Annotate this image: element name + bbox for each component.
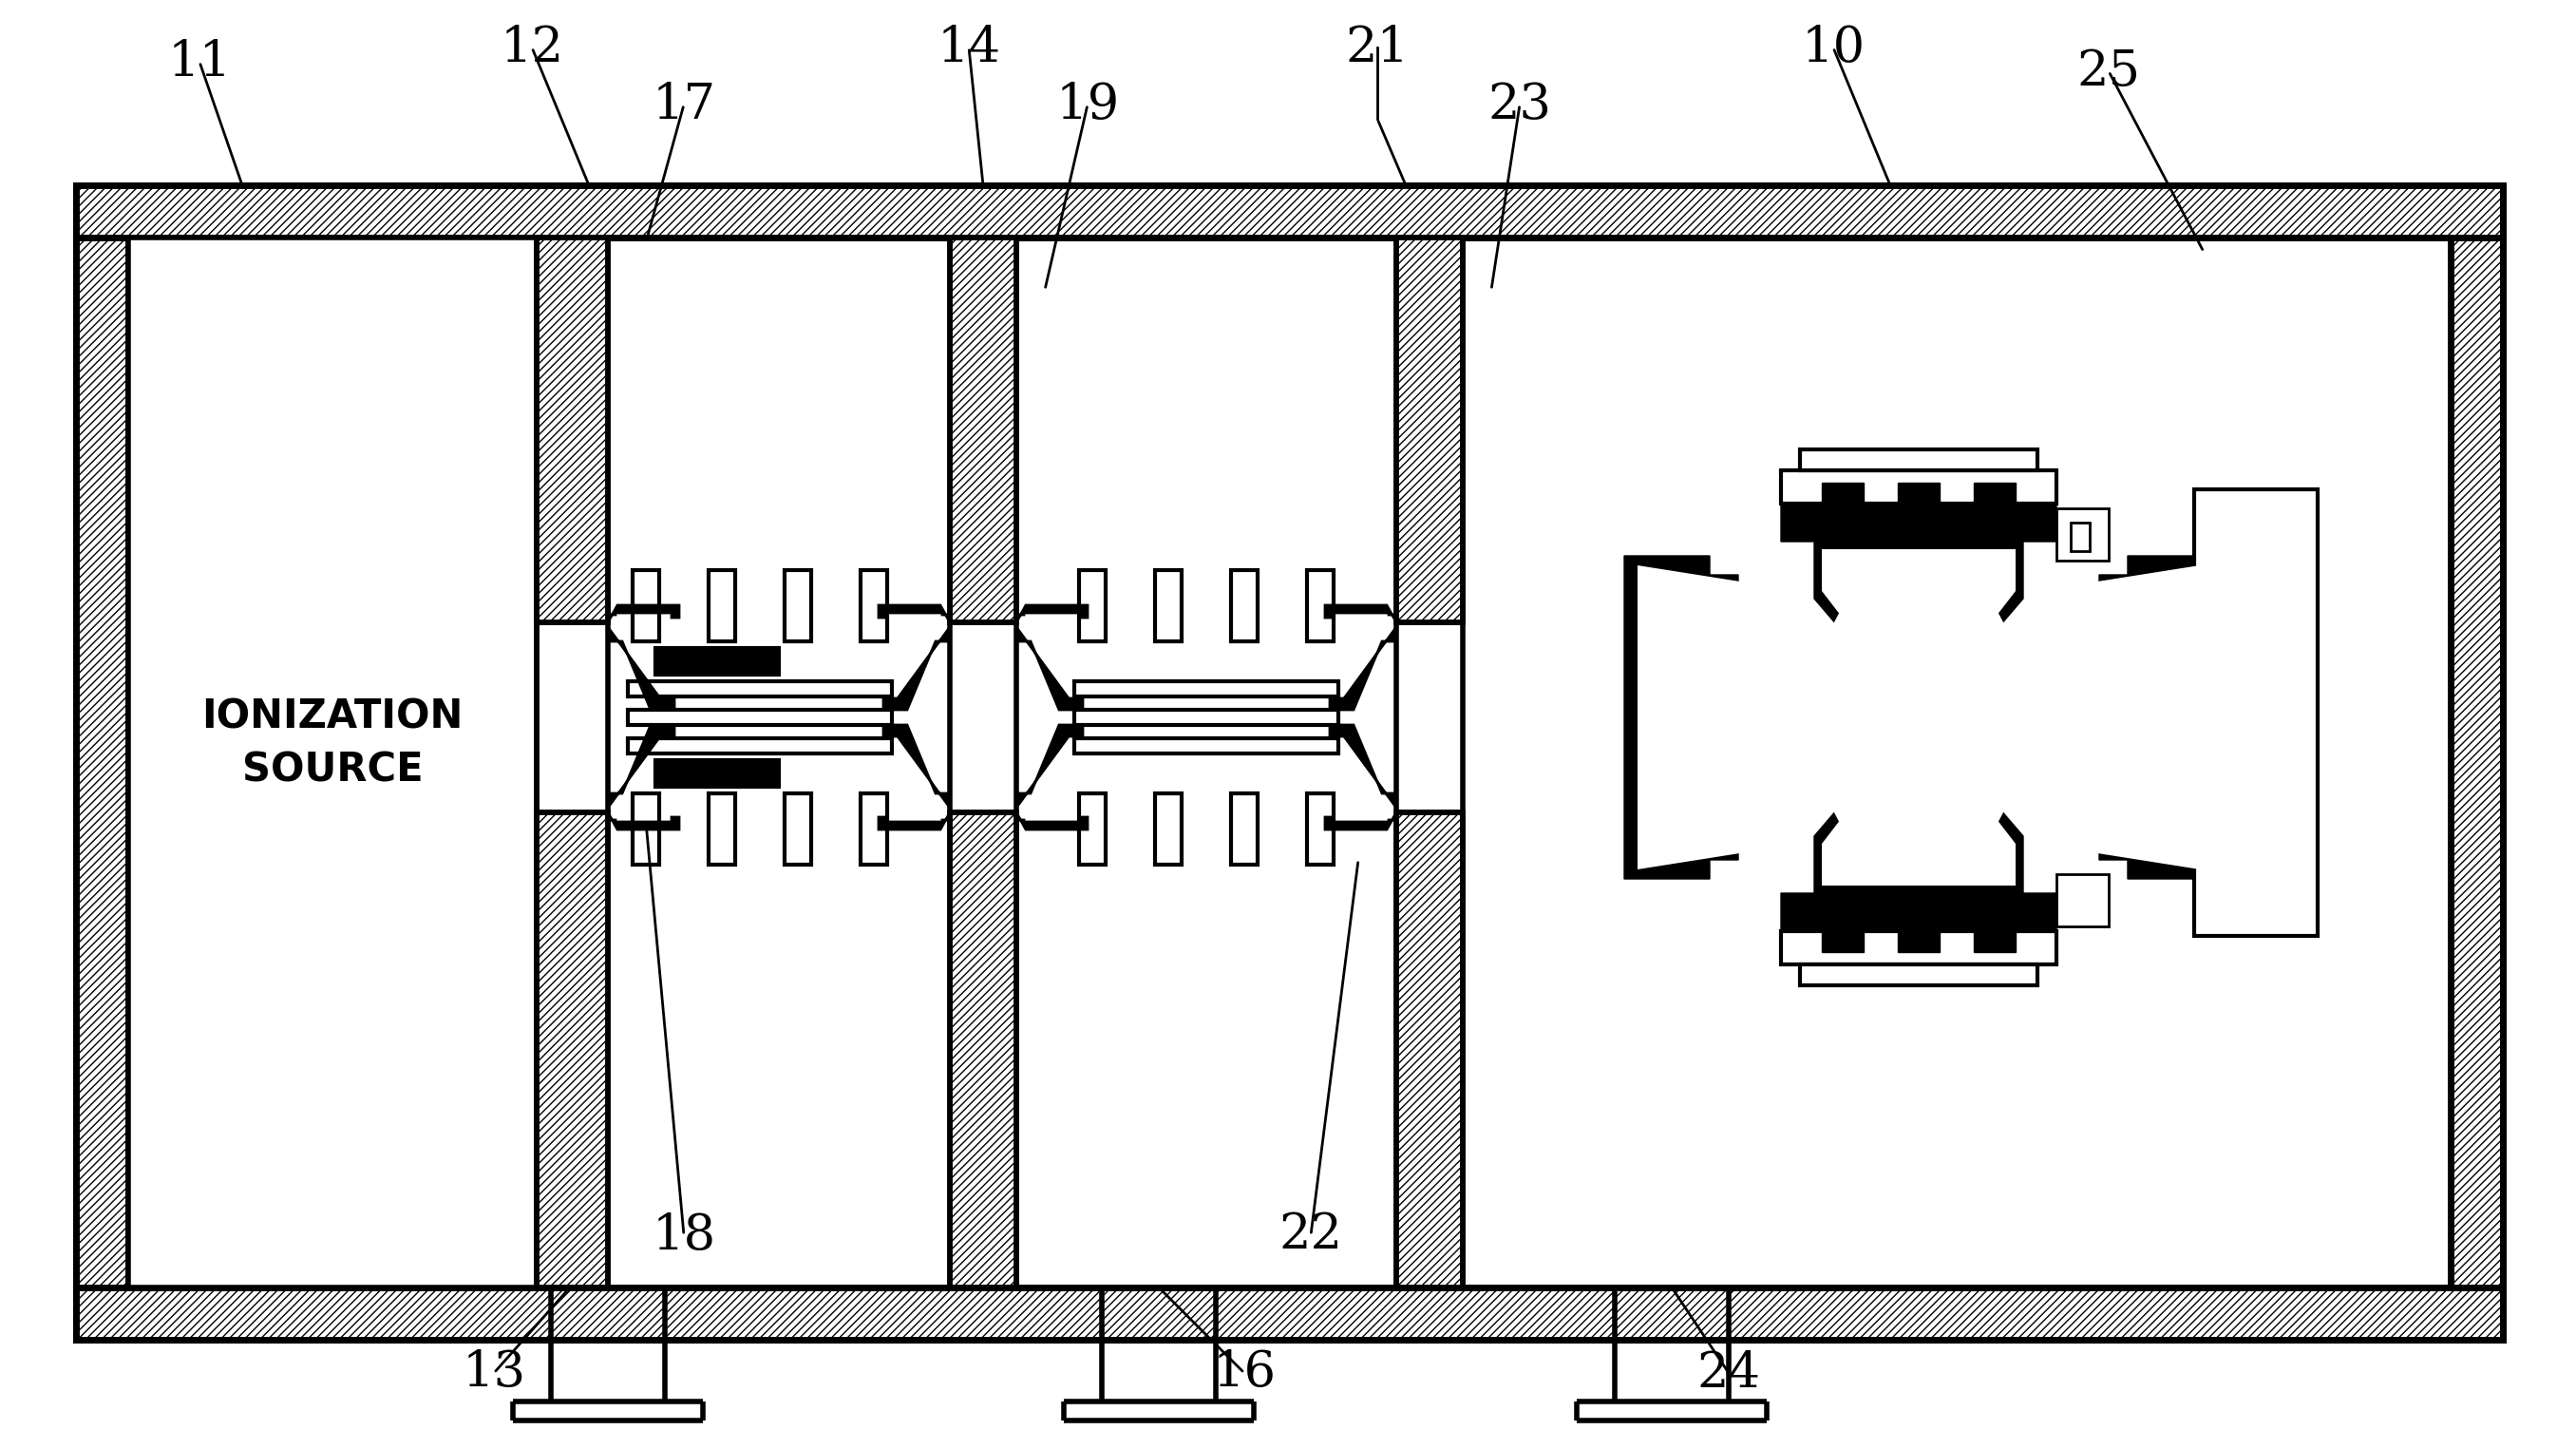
Polygon shape [1324,812,1396,829]
Text: 18: 18 [652,1211,716,1260]
Polygon shape [1329,628,1396,709]
Polygon shape [608,812,680,829]
Polygon shape [1625,556,1814,879]
Bar [129,237,536,1287]
Bar [2450,237,2504,1287]
Bar [2056,508,2110,561]
Polygon shape [1821,549,2014,655]
Bar [629,738,891,754]
Bar [860,571,886,642]
Bar [1154,794,1182,865]
Bar [75,186,2504,237]
Bar [1973,483,2014,503]
Bar [1899,931,1940,952]
Polygon shape [884,628,951,709]
Bar [860,794,886,865]
Bar [1306,571,1334,642]
Polygon shape [884,725,951,808]
Bar [629,681,891,696]
Polygon shape [1780,769,2056,931]
Bar [1821,931,1862,952]
Text: IONIZATION
SOURCE: IONIZATION SOURCE [201,698,464,789]
Bar [536,812,608,1287]
Text: 12: 12 [500,23,564,72]
Bar [1801,449,2038,470]
Polygon shape [1018,725,1082,808]
Text: 24: 24 [1698,1348,1759,1397]
Bar [1231,571,1257,642]
Bar [1074,681,1340,696]
Bar [951,237,1018,622]
Bar [1973,931,2014,952]
Polygon shape [608,605,680,622]
Text: 22: 22 [1278,1211,1342,1260]
Bar [634,794,659,865]
Polygon shape [1821,779,2014,885]
Polygon shape [1018,605,1087,622]
Bar [708,571,734,642]
Bar [1801,964,2038,985]
Polygon shape [1638,565,1826,869]
Bar [1074,709,1340,725]
Bar [129,237,2450,1287]
Bar [1079,794,1105,865]
Bar [2056,874,2110,927]
Bar [1396,237,1463,622]
Polygon shape [2012,565,2200,869]
Bar [1154,571,1182,642]
Text: 14: 14 [938,23,999,72]
Bar [2071,522,2089,551]
Bar [536,237,608,622]
Text: 16: 16 [1213,1348,1275,1397]
Bar [786,571,811,642]
Bar [1899,483,1940,503]
Bar [1306,794,1334,865]
Polygon shape [1324,605,1396,622]
Text: 10: 10 [1801,23,1865,72]
Bar [1821,483,1862,503]
Bar [75,237,129,1287]
Text: 11: 11 [167,37,232,86]
Bar [1780,470,2056,503]
Bar [951,812,1018,1287]
Text: 17: 17 [652,80,716,129]
Ellipse shape [1814,556,2022,879]
Bar [654,648,778,675]
Bar [786,794,811,865]
Polygon shape [608,628,675,709]
Polygon shape [1780,503,2056,665]
Bar [1079,571,1105,642]
Polygon shape [1329,725,1396,808]
Bar [1074,738,1340,754]
Bar [629,709,891,725]
Bar [1231,794,1257,865]
Bar [634,571,659,642]
Text: 25: 25 [2076,47,2141,96]
Bar [75,186,2504,1340]
Bar [2195,489,2318,935]
Polygon shape [1018,628,1082,709]
Bar [708,794,734,865]
Polygon shape [878,812,951,829]
Bar [654,761,778,787]
Polygon shape [2022,556,2213,879]
Polygon shape [1018,812,1087,829]
Polygon shape [608,725,675,808]
Text: 19: 19 [1056,80,1121,129]
Text: 23: 23 [1489,80,1551,129]
Polygon shape [878,605,951,622]
Bar [75,1287,2504,1340]
Bar [1780,931,2056,964]
Text: 13: 13 [461,1348,526,1397]
Text: 21: 21 [1345,23,1409,72]
Bar [1396,812,1463,1287]
